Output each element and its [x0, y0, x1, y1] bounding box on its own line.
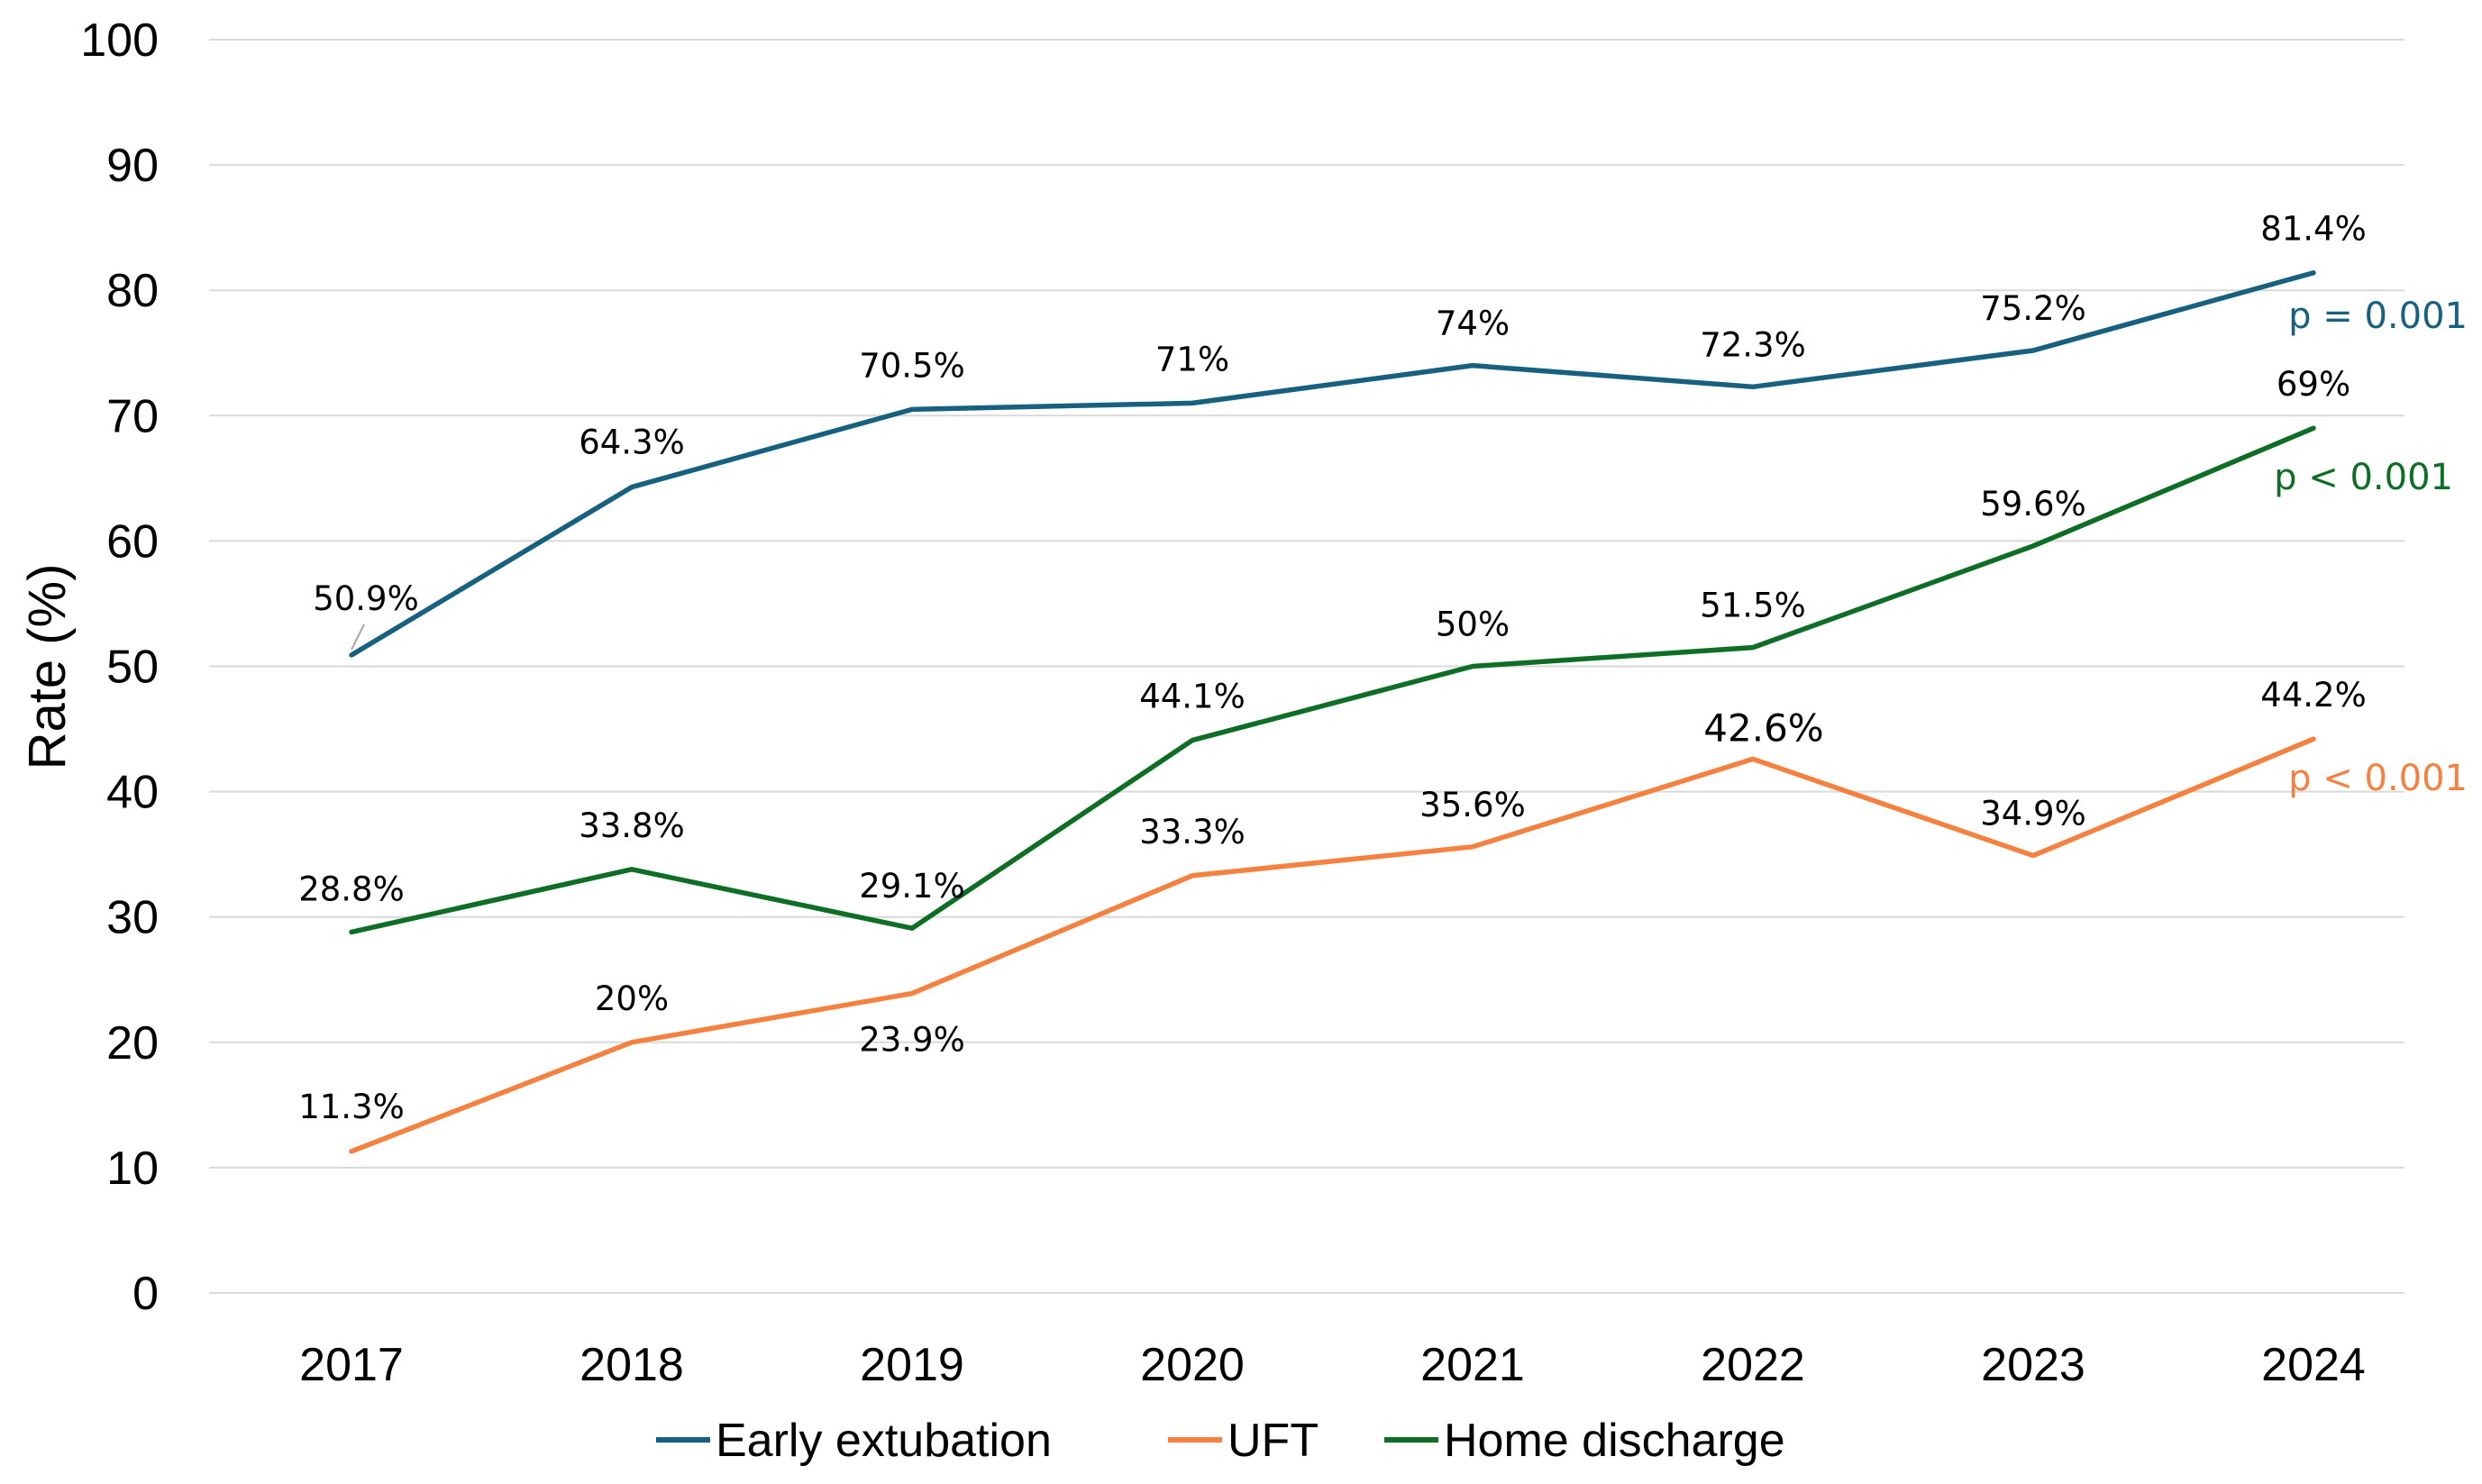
y-tick-label: 40: [106, 767, 159, 819]
data-label: 28.8%: [298, 869, 405, 908]
x-tick-label: 2019: [860, 1339, 964, 1391]
series-line-home-discharge: [349, 425, 2316, 935]
y-tick-label: 50: [106, 642, 159, 694]
y-tick-label: 10: [106, 1143, 159, 1195]
x-tick-label: 2023: [1981, 1339, 2085, 1391]
data-label: 34.9%: [1980, 795, 2086, 833]
legend-label: Early extubation: [716, 1415, 1052, 1467]
y-tick-label: 100: [80, 14, 159, 67]
data-label: 42.6%: [1703, 706, 1823, 750]
data-label: 20%: [595, 979, 669, 1018]
series-line-early-extubation: [349, 269, 2316, 658]
x-tick-label: 2018: [579, 1339, 684, 1391]
x-tick-label: 2024: [2261, 1339, 2366, 1391]
legend-label: Home discharge: [1444, 1415, 1785, 1467]
y-tick-label: 70: [106, 390, 159, 442]
x-tick-label: 2022: [1701, 1339, 1805, 1391]
data-label: 69%: [2277, 365, 2350, 404]
data-label: 59.6%: [1980, 485, 2086, 523]
x-tick-label: 2020: [1140, 1339, 1245, 1391]
p-value-annotation: p = 0.001: [2288, 296, 2468, 337]
data-label: 33.3%: [1139, 813, 1246, 851]
y-tick-label: 30: [106, 892, 159, 944]
data-label: 50%: [1436, 605, 1510, 644]
y-tick-label: 20: [106, 1017, 159, 1070]
data-label: 35.6%: [1419, 786, 1526, 824]
y-tick-label: 0: [132, 1268, 159, 1320]
data-label: 72.3%: [1700, 325, 1806, 364]
data-label: 29.1%: [859, 867, 965, 906]
data-label: 75.2%: [1980, 289, 2086, 328]
y-axis-title: Rate (%): [18, 564, 77, 770]
y-tick-label: 60: [106, 515, 159, 568]
data-label: 44.2%: [2260, 676, 2367, 715]
data-label: 81.4%: [2260, 210, 2367, 249]
y-tick-label: 90: [106, 140, 159, 192]
x-tick-label: 2021: [1420, 1339, 1525, 1391]
p-value-annotation: p < 0.001: [2274, 457, 2453, 498]
data-label: 33.8%: [579, 806, 685, 845]
data-label: 50.9%: [313, 579, 419, 618]
data-label: 70.5%: [859, 346, 965, 385]
data-label: 51.5%: [1700, 587, 1806, 625]
data-label: 64.3%: [579, 423, 685, 462]
data-label: 11.3%: [298, 1088, 405, 1126]
p-value-annotation: p < 0.001: [2288, 758, 2468, 799]
y-tick-label: 80: [106, 265, 159, 317]
legend-label: UFT: [1227, 1415, 1319, 1467]
label-leader-line: [351, 624, 365, 651]
x-tick-label: 2017: [299, 1339, 404, 1391]
data-label: 23.9%: [859, 1021, 965, 1060]
data-label: 71%: [1155, 340, 1229, 378]
data-label: 44.1%: [1139, 678, 1246, 716]
series-line-uft: [349, 736, 2316, 1154]
data-label: 74%: [1436, 305, 1510, 343]
